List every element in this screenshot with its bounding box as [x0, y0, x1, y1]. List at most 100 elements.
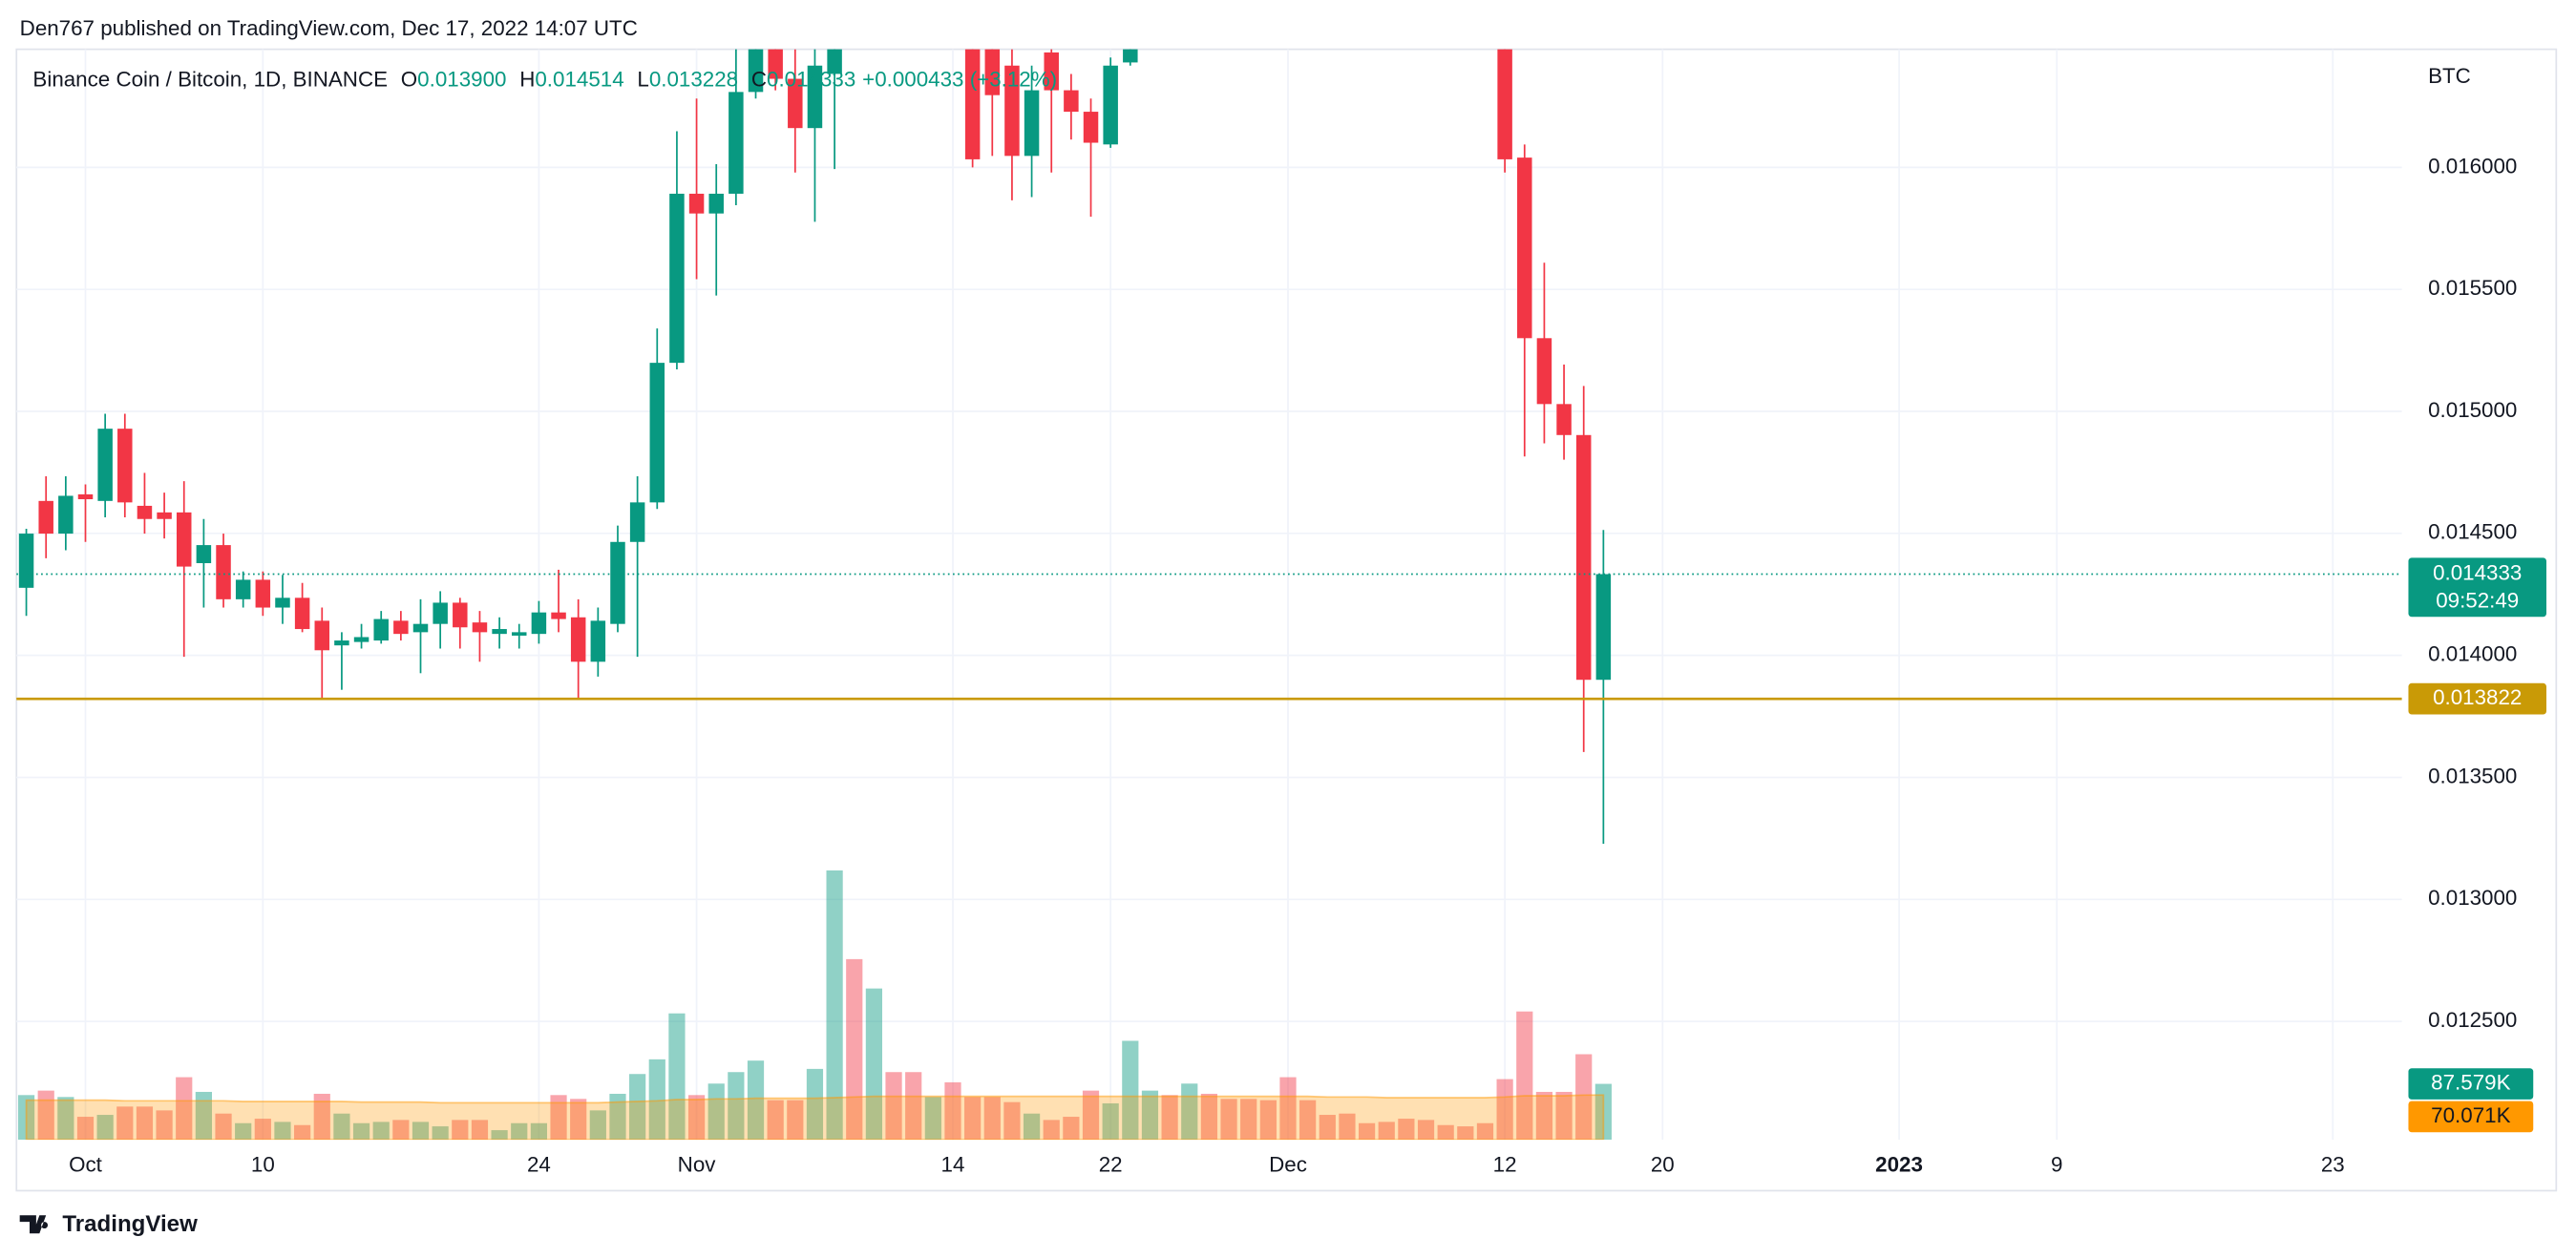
volume-bar [1279, 1077, 1297, 1141]
volume-bar [530, 1122, 547, 1141]
candle-body [708, 193, 724, 214]
volume-bar [491, 1130, 508, 1141]
legend-value: 0.013900 [417, 67, 506, 91]
volume-bar [1516, 1011, 1533, 1141]
volume-bar [1023, 1113, 1041, 1141]
volume-bar [215, 1113, 232, 1141]
volume-bar [37, 1090, 54, 1141]
volume-bar [964, 1097, 982, 1141]
y-tick-label: 0.016000 [2428, 154, 2517, 178]
x-tick-label: 2023 [1875, 1153, 1923, 1177]
x-tick-label: 22 [1099, 1153, 1123, 1177]
candle-body [1536, 338, 1552, 405]
volume-bar [728, 1072, 745, 1141]
candle-body [669, 193, 685, 364]
candle-body [629, 502, 645, 542]
countdown: 09:52:49 [2436, 589, 2519, 613]
candle-body [984, 49, 1001, 95]
volume-bar [96, 1115, 114, 1141]
volume-layer [17, 870, 1612, 1141]
candle-body [1497, 49, 1512, 159]
published-note: Den767 published on TradingView.com, Dec… [20, 16, 638, 40]
candle-body [570, 617, 586, 662]
candle-body [216, 545, 231, 599]
legend-symbol: Binance Coin / Bitcoin, 1D, BINANCE [32, 67, 388, 91]
volume-bar [767, 1100, 784, 1141]
candle-body [807, 65, 823, 129]
candle-body [688, 193, 705, 214]
candle-body [827, 49, 842, 74]
candle-body [255, 579, 271, 608]
volume-bar [76, 1117, 95, 1141]
currency-label: BTC [2428, 64, 2471, 88]
level-tag-label: 0.013822 [2433, 685, 2522, 709]
y-tick-label: 0.013500 [2428, 764, 2517, 787]
legend: Binance Coin / Bitcoin, 1D, BINANCE O0.01… [32, 67, 1057, 91]
candle-body [176, 512, 192, 567]
volume-bar [747, 1060, 765, 1141]
volume-bar [687, 1095, 706, 1141]
candle-body [1595, 574, 1612, 681]
candle-body [433, 602, 448, 624]
volume-bar [589, 1110, 606, 1141]
volume-bar [471, 1120, 489, 1141]
candle-body [610, 541, 625, 624]
brand: TradingView [62, 1211, 198, 1237]
candle-body [1575, 434, 1592, 681]
volume-bar [1358, 1122, 1376, 1141]
volume-bar [1161, 1095, 1178, 1141]
legend-key: L [637, 67, 648, 91]
volume-tag-label: 87.579K [2431, 1070, 2510, 1094]
volume-bar [313, 1093, 330, 1141]
volume-bar [333, 1113, 350, 1141]
volume-bar [1476, 1122, 1494, 1141]
logo: TradingView [19, 1211, 198, 1237]
y-tick-label: 0.014000 [2428, 642, 2517, 666]
volume-bar [1319, 1115, 1336, 1141]
chart-frame [15, 48, 2558, 1192]
x-tick-label: Oct [69, 1153, 103, 1177]
y-tick-label: 0.015000 [2428, 398, 2517, 422]
volume-bar [452, 1120, 469, 1141]
volume-bar [1240, 1099, 1257, 1141]
volume-bar [176, 1077, 193, 1141]
volume-bar [1378, 1122, 1395, 1141]
volume-ma-tag [2408, 1101, 2534, 1133]
volume-bar [787, 1100, 804, 1141]
volume-ma-area [25, 1094, 1605, 1141]
volume-bar [885, 1072, 902, 1141]
candle-body [453, 602, 468, 628]
legend-key: O [401, 67, 417, 91]
candle-body [58, 495, 74, 535]
volume-tag [2408, 1068, 2534, 1100]
logo-mark [19, 1215, 49, 1234]
x-tick-label: 10 [251, 1153, 275, 1177]
candle-body [1556, 404, 1572, 435]
volume-bar [826, 870, 843, 1141]
volume-bar [983, 1097, 1001, 1141]
volume-bar [806, 1068, 824, 1141]
candle-body [1064, 90, 1079, 113]
candle-body [964, 49, 981, 159]
legend-value: 0.014333 [767, 67, 855, 91]
volume-bar [116, 1106, 134, 1141]
volume-bar [924, 1097, 941, 1141]
volume-bar [629, 1074, 646, 1141]
volume-bar [1200, 1093, 1218, 1141]
candle-body [788, 78, 803, 129]
x-tick-label: 24 [527, 1153, 551, 1177]
candle-body [1083, 112, 1099, 143]
volume-bar [648, 1059, 665, 1141]
volume-bar [1575, 1054, 1593, 1141]
candle-body [1024, 90, 1040, 157]
candle-body [38, 500, 53, 535]
candle-body [18, 534, 34, 588]
candle-body [748, 49, 764, 93]
candle-body [117, 429, 133, 503]
volume-bar [1063, 1117, 1080, 1141]
volume-bar [195, 1091, 212, 1141]
volume-bar [57, 1097, 74, 1141]
legend-value: 0.014514 [535, 67, 623, 91]
